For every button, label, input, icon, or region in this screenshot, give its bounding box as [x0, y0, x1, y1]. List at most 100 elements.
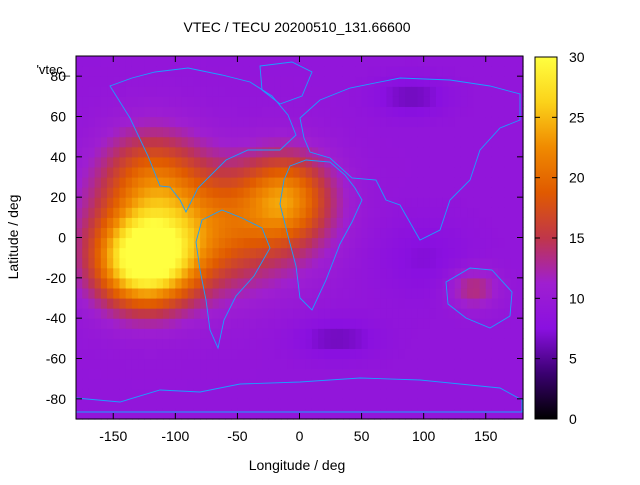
heatmap-cell	[249, 308, 257, 319]
heatmap-cell	[212, 298, 220, 309]
heatmap-cell	[131, 227, 139, 239]
heatmap-cell	[119, 207, 127, 218]
heatmap-cell	[107, 267, 114, 279]
heatmap-cell	[516, 86, 524, 97]
heatmap-cell	[429, 358, 437, 370]
heatmap-cell	[405, 227, 412, 239]
heatmap-cell	[187, 358, 195, 370]
heatmap-cell	[293, 368, 301, 380]
heatmap-cell	[504, 308, 512, 319]
heatmap-cell	[113, 207, 121, 218]
x-tick-label: -50	[227, 428, 247, 444]
heatmap-cell	[467, 227, 474, 239]
heatmap-cell	[150, 217, 158, 229]
heatmap-cell	[193, 388, 201, 400]
heatmap-cell	[169, 318, 176, 329]
heatmap-cell	[460, 66, 468, 77]
heatmap-cell	[429, 408, 437, 420]
heatmap-cell	[299, 76, 307, 87]
heatmap-cell	[473, 66, 481, 77]
heatmap-cell	[299, 277, 307, 289]
heatmap-cell	[324, 207, 332, 218]
heatmap-cell	[119, 378, 127, 390]
heatmap-cell	[442, 247, 450, 259]
heatmap-cell	[429, 227, 437, 239]
heatmap-cell	[355, 358, 363, 370]
heatmap-cell	[392, 227, 400, 239]
heatmap-cell	[249, 378, 257, 390]
heatmap-cell	[169, 166, 176, 178]
heatmap-cell	[125, 298, 133, 309]
heatmap-cell	[249, 86, 257, 97]
heatmap-cell	[299, 287, 307, 299]
heatmap-cell	[175, 277, 183, 289]
heatmap-cell	[454, 86, 462, 97]
heatmap-cell	[498, 277, 505, 289]
heatmap-cell	[460, 348, 468, 360]
heatmap-cell	[442, 76, 450, 87]
heatmap-cell	[405, 96, 412, 108]
heatmap-cell	[405, 207, 412, 218]
heatmap-cell	[491, 96, 499, 108]
heatmap-cell	[318, 136, 325, 148]
heatmap-cell	[107, 318, 114, 329]
heatmap-cell	[193, 96, 201, 108]
heatmap-cell	[398, 227, 406, 239]
heatmap-cell	[311, 156, 319, 168]
heatmap-cell	[231, 66, 239, 77]
heatmap-cell	[491, 116, 499, 128]
heatmap-cell	[448, 368, 456, 380]
heatmap-cell	[299, 338, 307, 350]
heatmap-cell	[355, 308, 363, 319]
heatmap-cell	[107, 287, 114, 299]
heatmap-cell	[454, 237, 462, 249]
heatmap-cell	[485, 66, 493, 77]
heatmap-cell	[144, 287, 152, 299]
coastline-layer	[75, 61, 523, 413]
heatmap-cell	[274, 177, 282, 188]
heatmap-cell	[231, 267, 239, 279]
heatmap-cell	[268, 287, 276, 299]
heatmap-cell	[156, 398, 164, 410]
heatmap-cell	[237, 96, 245, 108]
heatmap-cell	[374, 237, 381, 249]
heatmap-cell	[491, 328, 499, 339]
heatmap-cell	[336, 146, 344, 158]
heatmap-cell	[231, 166, 239, 178]
heatmap-cell	[113, 257, 121, 269]
heatmap-cell	[485, 338, 493, 350]
heatmap-cell	[442, 348, 450, 360]
heatmap-cell	[76, 217, 83, 229]
heatmap-cell	[442, 298, 450, 309]
heatmap-cell	[411, 166, 419, 178]
heatmap-cell	[491, 388, 499, 400]
heatmap-cell	[361, 187, 369, 198]
heatmap-cell	[485, 247, 493, 259]
heatmap-cell	[212, 398, 220, 410]
heatmap-cell	[243, 227, 251, 239]
heatmap-cell	[423, 408, 431, 420]
heatmap-cell	[212, 227, 220, 239]
heatmap-cell	[398, 378, 406, 390]
heatmap-cell	[113, 318, 121, 329]
heatmap-cell	[150, 277, 158, 289]
heatmap-cell	[405, 378, 412, 390]
heatmap-cell	[206, 96, 214, 108]
heatmap-cell	[125, 76, 133, 87]
heatmap-cell	[392, 237, 400, 249]
heatmap-cell	[181, 368, 189, 380]
heatmap-cell	[268, 76, 276, 87]
heatmap-cell	[411, 86, 419, 97]
heatmap-cell	[82, 156, 90, 168]
heatmap-cell	[299, 116, 307, 128]
heatmap-cell	[361, 247, 369, 259]
heatmap-cell	[268, 66, 276, 77]
heatmap-cell	[398, 136, 406, 148]
heatmap-cell	[131, 287, 139, 299]
heatmap-cell	[411, 76, 419, 87]
heatmap-cell	[510, 398, 518, 410]
heatmap-cell	[76, 126, 83, 138]
heatmap-cell	[467, 408, 474, 420]
heatmap-cell	[392, 257, 400, 269]
heatmap-cell	[88, 388, 96, 400]
